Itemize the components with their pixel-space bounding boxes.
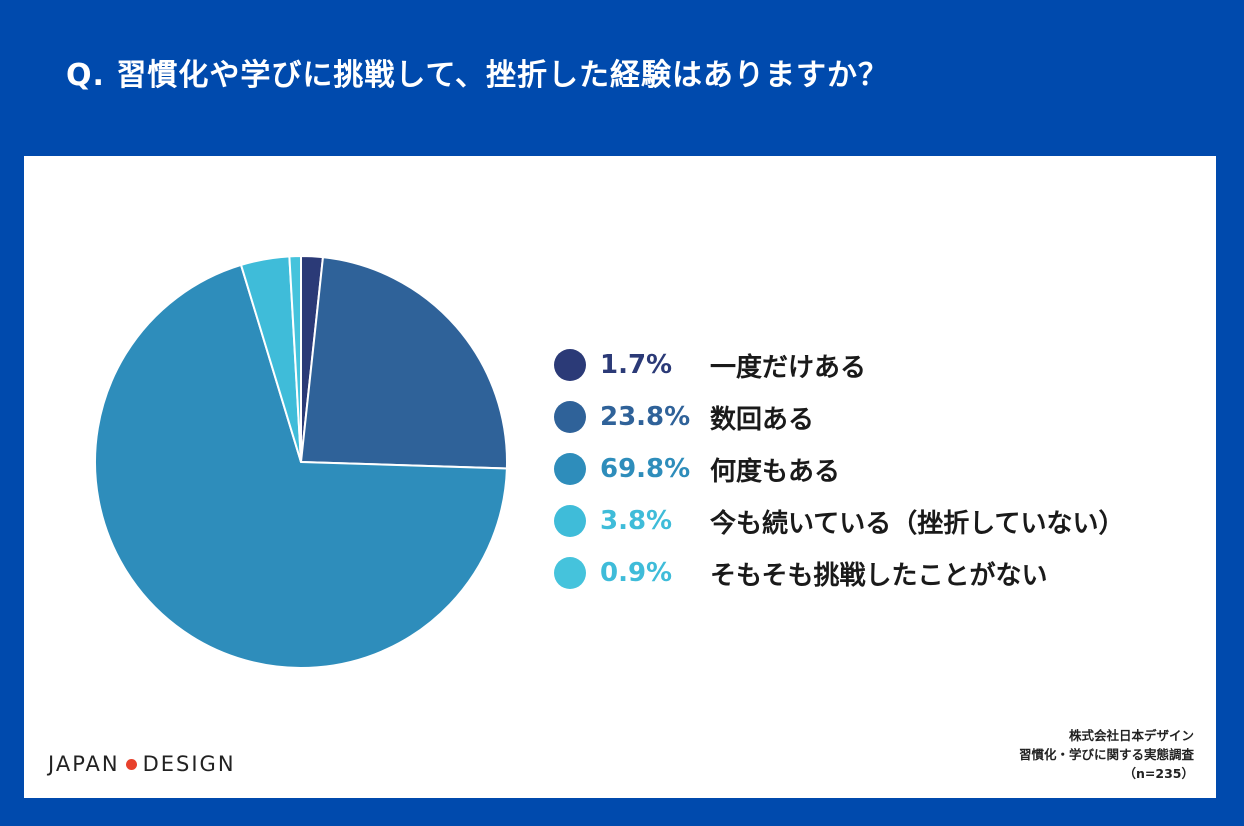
legend-label: そもそも挑戦したことがない <box>710 560 1048 591</box>
source-sample-size: （n=235） <box>1123 766 1194 781</box>
legend-item: 69.8% 何度もある <box>554 443 1124 495</box>
pie-slice <box>299 256 508 470</box>
legend-percent: 69.8% <box>600 454 691 484</box>
legend-item: 1.7% 一度だけある <box>554 339 1124 391</box>
question-title: Q. 習慣化や学びに挑戦して、挫折した経験はありますか？ <box>66 58 889 93</box>
source-survey: 習慣化・学びに関する実態調査 <box>1018 747 1194 762</box>
source-note: 株式会社日本デザイン 習慣化・学びに関する実態調査 （n=235） <box>1019 726 1194 783</box>
legend-percent: 3.8% <box>600 506 673 536</box>
legend-percent: 0.9% <box>600 558 673 588</box>
legend-label: 今も続いている（挫折していない） <box>710 508 1125 539</box>
logo-text-right: DESIGN <box>142 752 236 776</box>
legend-item: 0.9% そもそも挑戦したことがない <box>554 547 1124 599</box>
pie-chart <box>94 254 508 669</box>
japan-design-logo: JAPAN DESIGN <box>48 752 236 776</box>
legend-swatch <box>554 557 586 589</box>
pie-slice <box>288 254 302 463</box>
legend-percent: 23.8% <box>600 402 691 432</box>
legend-item: 3.8% 今も続いている（挫折していない） <box>554 495 1124 547</box>
chart-legend: 1.7% 一度だけある 23.8% 数回ある 69.8% 何度もある 3.8% … <box>554 339 1124 599</box>
legend-label: 何度もある <box>710 456 841 487</box>
pie-slice <box>94 263 508 669</box>
legend-swatch <box>554 453 586 485</box>
chart-card: 1.7% 一度だけある 23.8% 数回ある 69.8% 何度もある 3.8% … <box>24 156 1216 798</box>
legend-label: 一度だけある <box>710 352 867 383</box>
legend-label: 数回ある <box>710 404 815 435</box>
legend-swatch <box>554 505 586 537</box>
legend-swatch <box>554 401 586 433</box>
logo-text-left: JAPAN <box>48 752 120 776</box>
legend-item: 23.8% 数回ある <box>554 391 1124 443</box>
source-company: 株式会社日本デザイン <box>1068 728 1194 743</box>
legend-swatch <box>554 349 586 381</box>
legend-percent: 1.7% <box>600 350 673 380</box>
logo-dot-icon <box>125 758 137 770</box>
